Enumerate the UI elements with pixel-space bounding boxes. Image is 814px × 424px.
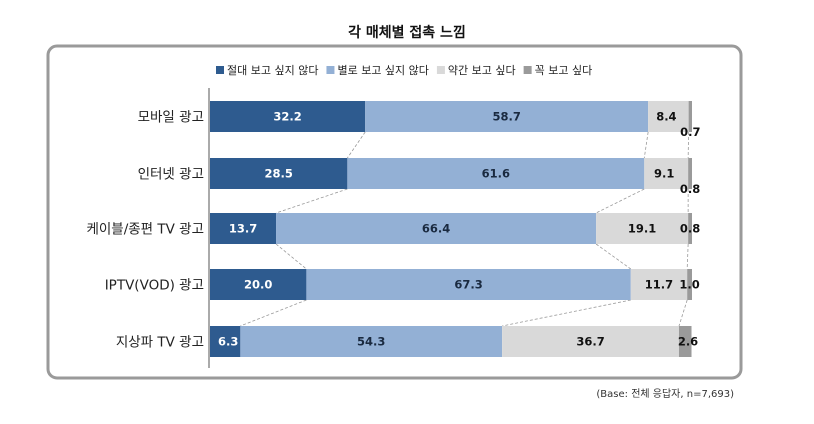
bar-0-0 — [210, 101, 366, 132]
category-label-2: 케이블/종편 TV 광고 — [86, 222, 204, 238]
legend-label-1: 별로 보고 싶지 않다 — [337, 64, 428, 77]
bar-0-1 — [365, 101, 649, 132]
connector-line-2-1 — [275, 243, 307, 270]
legend-label-2: 약간 보고 싶다 — [448, 63, 516, 77]
value-label-1-0: 28.5 — [264, 167, 292, 181]
value-label-0-0: 32.2 — [273, 110, 301, 124]
value-label-4-3: 2.6 — [678, 335, 698, 349]
legend-label-0: 절대 보고 싶지 않다 — [227, 64, 318, 77]
legend-label-3: 꼭 보고 싶다 — [535, 64, 593, 77]
connector-line-2-2 — [595, 243, 632, 270]
bar-3-2 — [630, 269, 688, 300]
value-label-2-3: 0.8 — [680, 222, 700, 236]
value-label-2-0: 13.7 — [229, 222, 257, 236]
category-label-4: 지상파 TV 광고 — [116, 335, 204, 351]
value-label-0-1: 58.7 — [492, 110, 520, 124]
value-label-4-1: 54.3 — [357, 335, 385, 349]
value-label-4-0: 6.3 — [218, 335, 238, 349]
bar-1-3 — [688, 158, 692, 189]
bar-4-1 — [240, 326, 503, 357]
value-label-2-1: 66.4 — [422, 222, 450, 236]
bar-1-2 — [644, 158, 689, 189]
bar-0-3 — [688, 101, 692, 132]
bar-1-1 — [347, 158, 645, 189]
connector-line-0-2 — [643, 131, 649, 159]
value-label-0-2: 8.4 — [656, 110, 676, 124]
value-label-1-1: 61.6 — [482, 167, 510, 181]
value-label-1-2: 9.1 — [654, 167, 674, 181]
value-label-1-3: 0.8 — [680, 182, 700, 196]
bars: 32.2 58.7 8.4 0.7 28.5 61.6 9.1 0.8 13.7 66.4 19.1… — [210, 101, 701, 357]
value-label-3-3: 1.0 — [679, 278, 699, 292]
bar-2-1 — [276, 213, 597, 244]
connector-line-2-3 — [686, 243, 689, 270]
bar-1-0 — [210, 158, 348, 189]
connector-line-3-2 — [502, 299, 631, 327]
bar-4-2 — [502, 326, 679, 357]
connector-line-3-3 — [678, 299, 688, 327]
connector-line-1-1 — [275, 188, 348, 214]
legend-swatch-1 — [326, 66, 335, 74]
legend-swatch-2 — [436, 66, 445, 74]
chart-legend: 절대 보고 싶지 않다 별로 보고 싶지 않다 약간 보고 싶다 꼭 보고 싶다 — [216, 63, 592, 77]
category-label-1: 인터넷 광고 — [138, 167, 204, 183]
value-label-2-2: 19.1 — [628, 222, 656, 236]
value-label-3-2: 11.7 — [645, 278, 673, 292]
connector-line-1-2 — [595, 188, 645, 214]
legend-swatch-3 — [523, 66, 532, 74]
legend-swatch-0 — [216, 66, 224, 74]
bar-0-2 — [648, 101, 689, 132]
connector-line-3-1 — [240, 299, 307, 327]
category-label-0: 모바일 광고 — [138, 110, 204, 126]
bar-4-3 — [678, 326, 692, 357]
bar-2-3 — [688, 213, 692, 244]
bar-4-0 — [210, 326, 241, 357]
value-label-0-3: 0.7 — [680, 125, 700, 139]
value-label-3-1: 67.3 — [454, 278, 482, 292]
bar-3-3 — [687, 269, 692, 300]
connector-lines — [240, 131, 690, 327]
value-label-4-2: 36.7 — [576, 335, 604, 349]
bar-2-2 — [596, 213, 689, 244]
bar-3-0 — [210, 269, 307, 300]
connector-line-0-1 — [347, 131, 366, 159]
category-label-3: IPTV(VOD) 광고 — [105, 278, 204, 294]
bar-3-1 — [306, 269, 631, 300]
bar-2-0 — [210, 213, 277, 244]
chart-frame — [46, 44, 743, 380]
footnote: (Base: 전체 응답자, n=7,693) — [596, 388, 734, 400]
value-label-3-0: 20.0 — [244, 278, 272, 292]
chart-title: 각 매체별 접촉 느낌 — [348, 24, 466, 41]
